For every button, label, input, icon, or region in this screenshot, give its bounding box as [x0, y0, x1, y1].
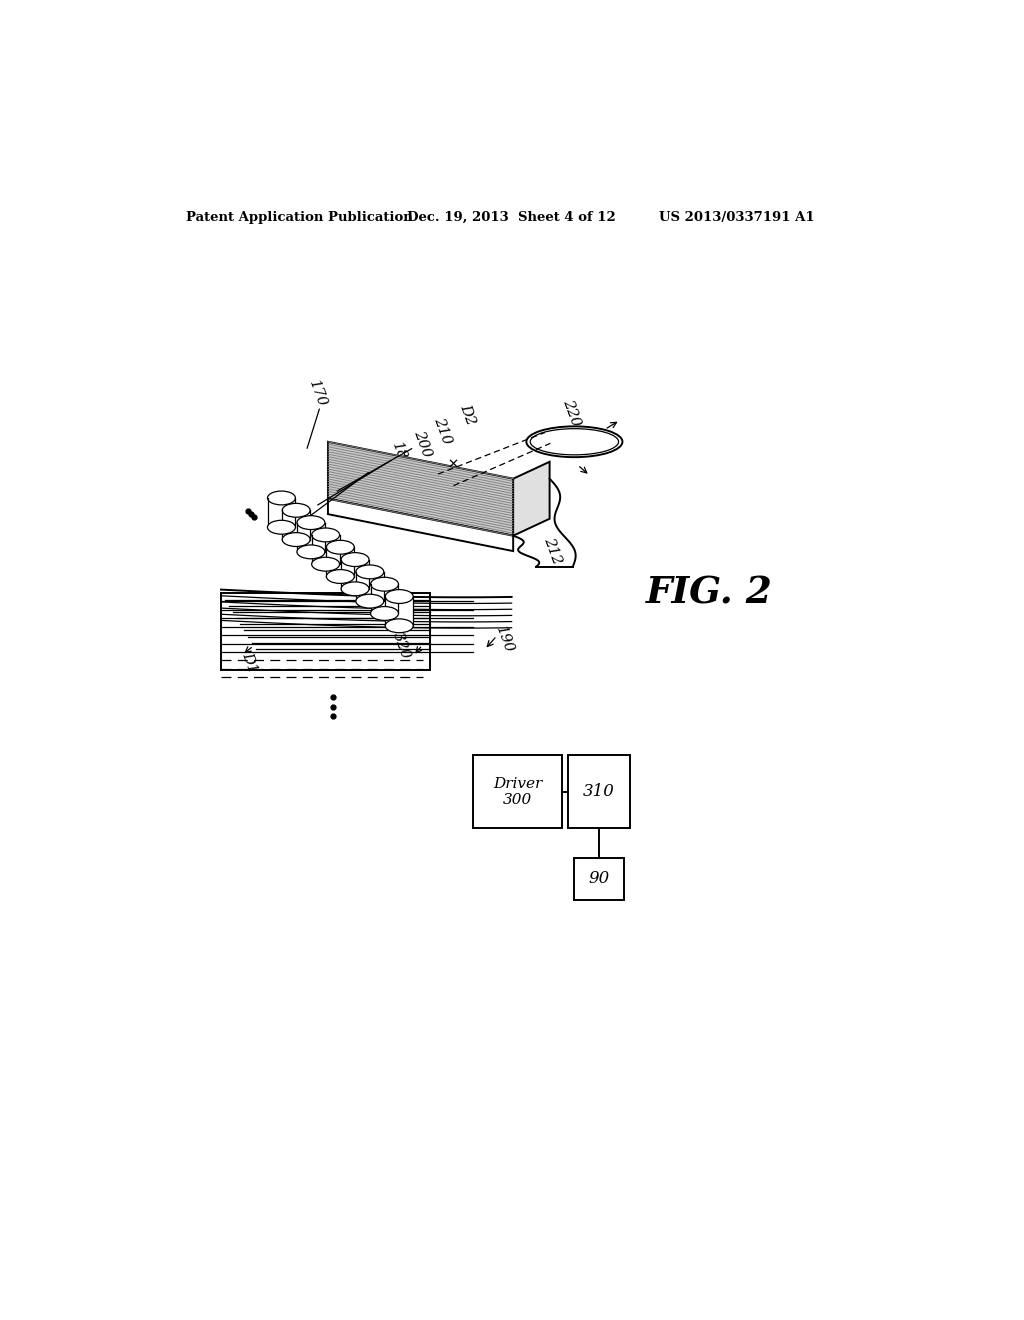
Ellipse shape	[297, 516, 325, 529]
Text: 185: 185	[389, 440, 412, 471]
Bar	[297, 523, 325, 552]
Ellipse shape	[327, 570, 354, 583]
Polygon shape	[513, 462, 550, 536]
Text: Patent Application Publication: Patent Application Publication	[186, 211, 413, 224]
Ellipse shape	[283, 532, 310, 546]
Text: 190: 190	[494, 624, 516, 655]
Text: 170: 170	[306, 378, 329, 409]
Bar	[327, 548, 354, 577]
Text: 320: 320	[390, 631, 413, 661]
Ellipse shape	[385, 590, 414, 603]
Text: 210: 210	[431, 414, 454, 446]
Text: 212: 212	[542, 536, 564, 566]
Bar	[473, 755, 562, 829]
Text: FIG. 2: FIG. 2	[646, 576, 772, 612]
Ellipse shape	[385, 619, 414, 632]
Ellipse shape	[267, 520, 295, 535]
Ellipse shape	[311, 528, 340, 541]
Ellipse shape	[311, 557, 340, 572]
Ellipse shape	[356, 565, 384, 578]
Bar	[574, 858, 625, 900]
Bar	[267, 498, 295, 527]
Bar	[568, 755, 630, 829]
Bar	[356, 572, 384, 601]
Bar	[371, 585, 398, 614]
Polygon shape	[328, 499, 513, 552]
Text: 310: 310	[584, 783, 615, 800]
Text: 180: 180	[367, 451, 389, 482]
Ellipse shape	[371, 577, 398, 591]
Bar	[283, 511, 310, 540]
Bar	[341, 560, 369, 589]
Ellipse shape	[283, 503, 310, 517]
Bar	[311, 535, 340, 564]
Text: 90: 90	[589, 870, 610, 887]
Ellipse shape	[341, 553, 369, 566]
Text: 200: 200	[412, 428, 434, 459]
Ellipse shape	[327, 540, 354, 554]
Ellipse shape	[341, 582, 369, 595]
Ellipse shape	[297, 545, 325, 558]
Text: D1: D1	[240, 651, 260, 675]
Ellipse shape	[267, 491, 295, 506]
Text: Driver
300: Driver 300	[493, 776, 542, 807]
Ellipse shape	[526, 426, 623, 457]
Text: US 2013/0337191 A1: US 2013/0337191 A1	[658, 211, 814, 224]
Bar	[385, 597, 414, 626]
Ellipse shape	[356, 594, 384, 609]
Polygon shape	[328, 442, 513, 536]
Ellipse shape	[371, 607, 398, 620]
Text: D2: D2	[458, 401, 477, 426]
Text: Dec. 19, 2013  Sheet 4 of 12: Dec. 19, 2013 Sheet 4 of 12	[407, 211, 615, 224]
Text: 220: 220	[560, 397, 583, 428]
